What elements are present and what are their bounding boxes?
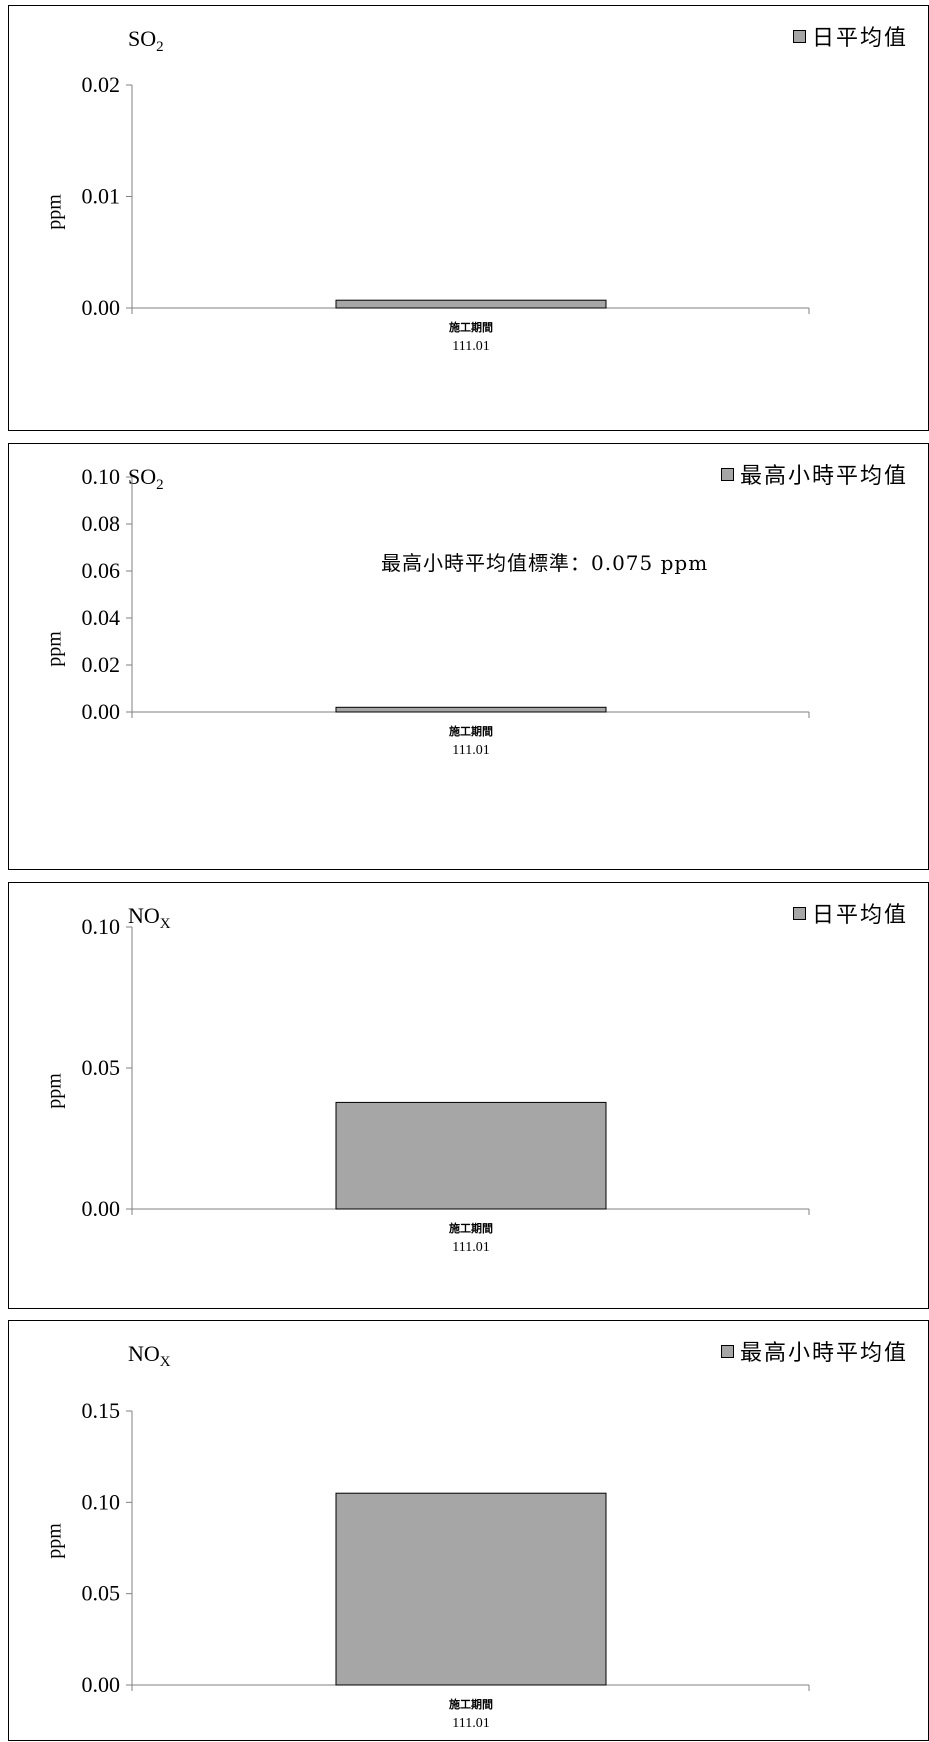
chart-title: NOX [128, 903, 171, 932]
chart-plot: 0.00 0.05 0.10 0.15 施工期間 111.01 [82, 1398, 810, 1731]
legend-label: 最高小時平均值 [739, 464, 908, 489]
y-tick-label: 0.08 [82, 511, 121, 536]
x-category-label: 施工期間 [449, 1697, 493, 1711]
x-category-label: 施工期間 [449, 724, 493, 738]
y-tick-label: 0.10 [82, 1489, 121, 1514]
x-category-label: 施工期間 [449, 320, 493, 334]
y-tick-label: 0.15 [82, 1398, 121, 1423]
x-category-label: 施工期間 [449, 1221, 493, 1235]
chart-plot: 0.00 0.02 0.04 0.06 0.08 0.10 施工期間 111.01 [82, 464, 810, 758]
x-category-sublabel: 111.01 [452, 339, 489, 354]
chart-panel-so2-hourly: SO2 最高小時平均值 ppm 最高小時平均值標準：0.075 ppm 0.00… [8, 443, 929, 870]
y-tick-label: 0.01 [82, 184, 121, 209]
y-tick-label: 0.06 [82, 558, 121, 583]
chart-plot: 0.00 0.05 0.10 施工期間 111.01 [82, 914, 810, 1255]
y-tick-label: 0.00 [82, 1196, 121, 1221]
legend-label: 日平均值 [811, 903, 908, 928]
y-tick-label: 0.05 [82, 1581, 121, 1606]
x-category-sublabel: 111.01 [452, 743, 489, 758]
legend-swatch [720, 467, 734, 481]
y-tick-label: 0.10 [82, 914, 121, 939]
legend: 最高小時平均值 [720, 1335, 908, 1367]
bar [335, 1101, 607, 1210]
y-tick-label: 0.00 [82, 699, 121, 724]
chart-title: SO2 [128, 464, 164, 493]
chart-panel-so2-daily: SO2 日平均值 ppm 0.00 0.01 0.02 施工期間 111.01 [8, 5, 929, 431]
chart-panel-nox-daily: NOX 日平均值 ppm 0.00 0.05 0.10 施工期間 111.01 [8, 882, 929, 1309]
y-tick-label: 0.05 [82, 1055, 121, 1080]
legend-swatch [792, 29, 806, 43]
legend-swatch [792, 906, 806, 920]
y-tick-label: 0.00 [82, 1672, 121, 1697]
bar [335, 706, 607, 713]
chart-title: NOX [128, 1341, 171, 1370]
legend-label: 最高小時平均值 [739, 1341, 908, 1366]
chart-title: SO2 [128, 26, 164, 55]
chart-panel-nox-hourly: NOX 最高小時平均值 ppm 0.00 0.05 0.10 0.15 施工期間 111.… [8, 1320, 929, 1741]
y-tick-label: 0.02 [82, 72, 121, 97]
y-tick-label: 0.02 [82, 652, 121, 677]
y-tick-label: 0.00 [82, 295, 121, 320]
legend-label: 日平均值 [811, 26, 908, 51]
y-tick-label: 0.04 [82, 605, 121, 630]
legend: 最高小時平均值 [720, 458, 908, 490]
y-tick-label: 0.10 [82, 464, 121, 489]
legend: 日平均值 [792, 897, 908, 929]
chart-plot: 0.00 0.01 0.02 施工期間 111.01 [82, 72, 810, 354]
bar [335, 1492, 607, 1686]
standard-annotation: 最高小時平均值標準：0.075 ppm [381, 551, 709, 575]
x-category-sublabel: 111.01 [452, 1240, 489, 1255]
legend-swatch [720, 1344, 734, 1358]
x-category-sublabel: 111.01 [452, 1716, 489, 1731]
bar [335, 299, 607, 309]
legend: 日平均值 [792, 20, 908, 52]
